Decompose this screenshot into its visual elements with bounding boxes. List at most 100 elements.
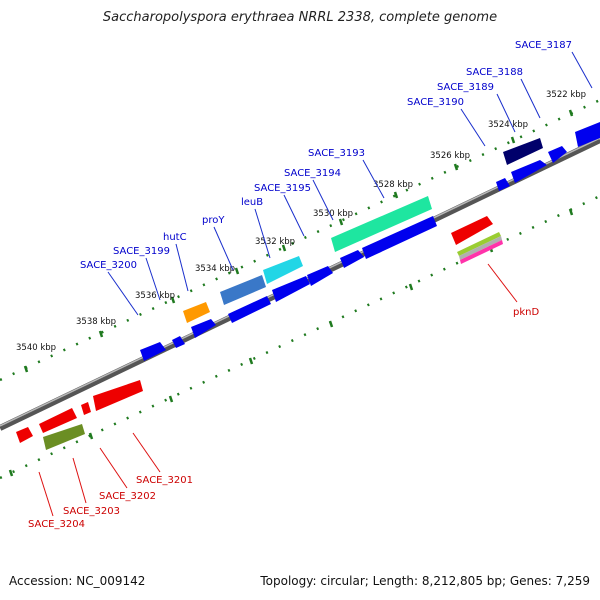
leader-line xyxy=(145,257,161,301)
gene-label[interactable]: leuB xyxy=(241,197,263,208)
reverse-leader-lines xyxy=(38,263,518,517)
gene-pknd-stack-1[interactable] xyxy=(457,232,501,256)
gene-sace-3187[interactable] xyxy=(575,122,600,147)
gene-label[interactable]: SACE_3193 xyxy=(308,148,365,159)
leader-line xyxy=(132,432,161,473)
leader-line xyxy=(487,263,518,303)
gene-label[interactable]: SACE_3194 xyxy=(284,168,341,179)
major-tick xyxy=(88,432,94,440)
leader-line xyxy=(254,208,271,259)
gene-proy[interactable] xyxy=(220,275,266,305)
gene-sace-3200b[interactable] xyxy=(140,342,166,361)
gene-sace-3195[interactable] xyxy=(340,250,364,268)
gene-label[interactable]: SACE_3199 xyxy=(113,246,170,257)
gene-sace-3189[interactable] xyxy=(503,138,543,165)
major-tick xyxy=(453,163,459,171)
kbp-label: 3534 kbp xyxy=(195,264,235,274)
major-tick xyxy=(328,320,334,328)
gene-label[interactable]: SACE_3189 xyxy=(437,82,494,93)
gene-label[interactable]: SACE_3195 xyxy=(254,183,311,194)
gene-hutc[interactable] xyxy=(183,302,210,323)
major-tick xyxy=(408,283,414,291)
gene-sace-3202[interactable] xyxy=(39,408,77,433)
gene-label[interactable]: SACE_3203 xyxy=(63,506,120,517)
gene-leub[interactable] xyxy=(263,256,303,284)
kbp-label: 3524 kbp xyxy=(488,120,528,130)
kbp-label: 3536 kbp xyxy=(135,291,175,301)
gene-sace-3194[interactable] xyxy=(362,216,437,259)
map-title: Saccharopolyspora erythraea NRRL 2338, c… xyxy=(102,10,498,25)
kbp-label: 3540 kbp xyxy=(16,343,56,353)
forward-leader-lines xyxy=(107,51,593,316)
major-tick xyxy=(168,395,174,403)
gene-label[interactable]: SACE_3187 xyxy=(515,40,572,51)
kbp-label: 3530 kbp xyxy=(313,209,353,219)
gene-sace-3201[interactable] xyxy=(93,380,143,411)
gene-label[interactable]: hutC xyxy=(163,232,187,243)
major-tick xyxy=(281,244,287,252)
major-tick xyxy=(568,208,574,216)
gene-sace-3201b[interactable] xyxy=(81,402,91,415)
kbp-label: 3532 kbp xyxy=(255,237,295,247)
gene-pknd[interactable] xyxy=(451,216,493,245)
gene-pknd-stack-2[interactable] xyxy=(459,236,502,260)
kbp-scale: 3522 kbp 3524 kbp 3526 kbp 3528 kbp 3530… xyxy=(16,90,586,353)
major-tick xyxy=(338,218,344,226)
kbp-label: 3526 kbp xyxy=(430,151,470,161)
major-ticks xyxy=(23,109,574,373)
gene-huts[interactable] xyxy=(228,296,271,323)
leader-line xyxy=(175,243,189,292)
leader-line xyxy=(213,226,234,271)
major-tick xyxy=(23,365,29,373)
leader-line xyxy=(362,159,385,199)
gene-sace-3193[interactable] xyxy=(331,196,432,252)
accession-label: Accession: NC_009142 xyxy=(9,574,146,588)
gene-sace-3200[interactable] xyxy=(172,336,185,348)
gene-sace-3198b[interactable] xyxy=(307,266,333,286)
forward-genes xyxy=(140,122,600,361)
gene-label[interactable]: SACE_3202 xyxy=(99,491,156,502)
gene-label[interactable]: SACE_3200 xyxy=(80,260,137,271)
major-tick xyxy=(234,267,240,275)
gene-label[interactable]: SACE_3201 xyxy=(136,475,193,486)
major-tick xyxy=(510,136,516,144)
gene-sace-3188[interactable] xyxy=(548,146,567,163)
forward-gene-labels: SACE_3187 SACE_3188 SACE_3189 SACE_3190 … xyxy=(80,40,572,271)
gene-label[interactable]: SACE_3188 xyxy=(466,67,523,78)
gene-pknd-stack-3[interactable] xyxy=(460,240,503,264)
reverse-genes xyxy=(16,216,503,450)
leader-line xyxy=(312,179,334,221)
major-tick xyxy=(248,357,254,365)
major-tick xyxy=(8,469,14,477)
major-tick xyxy=(170,296,176,304)
kbp-label: 3528 kbp xyxy=(373,180,413,190)
leader-line xyxy=(460,108,486,147)
kbp-label: 3522 kbp xyxy=(546,90,586,100)
gene-label[interactable]: SACE_3190 xyxy=(407,97,464,108)
genome-stats-label: Topology: circular; Length: 8,212,805 bp… xyxy=(260,574,590,588)
gene-sace-3190[interactable] xyxy=(511,160,547,183)
gene-sace-3203[interactable] xyxy=(43,424,85,450)
gene-label[interactable]: pknD xyxy=(513,307,539,318)
kbp-label: 3538 kbp xyxy=(76,317,116,327)
leader-line xyxy=(72,457,87,504)
gene-sace-3199[interactable] xyxy=(191,319,216,338)
major-tick xyxy=(393,191,399,199)
major-tick xyxy=(568,109,574,117)
major-tick xyxy=(98,330,104,338)
gene-sace-3204[interactable] xyxy=(16,427,33,443)
leader-line xyxy=(99,447,128,489)
gene-sace-3198[interactable] xyxy=(272,276,310,302)
leader-line xyxy=(38,471,54,517)
leader-line xyxy=(571,51,593,89)
leader-line xyxy=(496,93,516,133)
outer-tick-track xyxy=(0,98,600,382)
reverse-gene-labels: pknD SACE_3201 SACE_3202 SACE_3203 SACE_… xyxy=(28,307,539,530)
gene-label[interactable]: proY xyxy=(202,215,225,226)
gene-sace-3191[interactable] xyxy=(496,178,510,191)
leader-line xyxy=(520,78,541,119)
gene-label[interactable]: SACE_3204 xyxy=(28,519,85,530)
leader-line xyxy=(283,194,305,237)
